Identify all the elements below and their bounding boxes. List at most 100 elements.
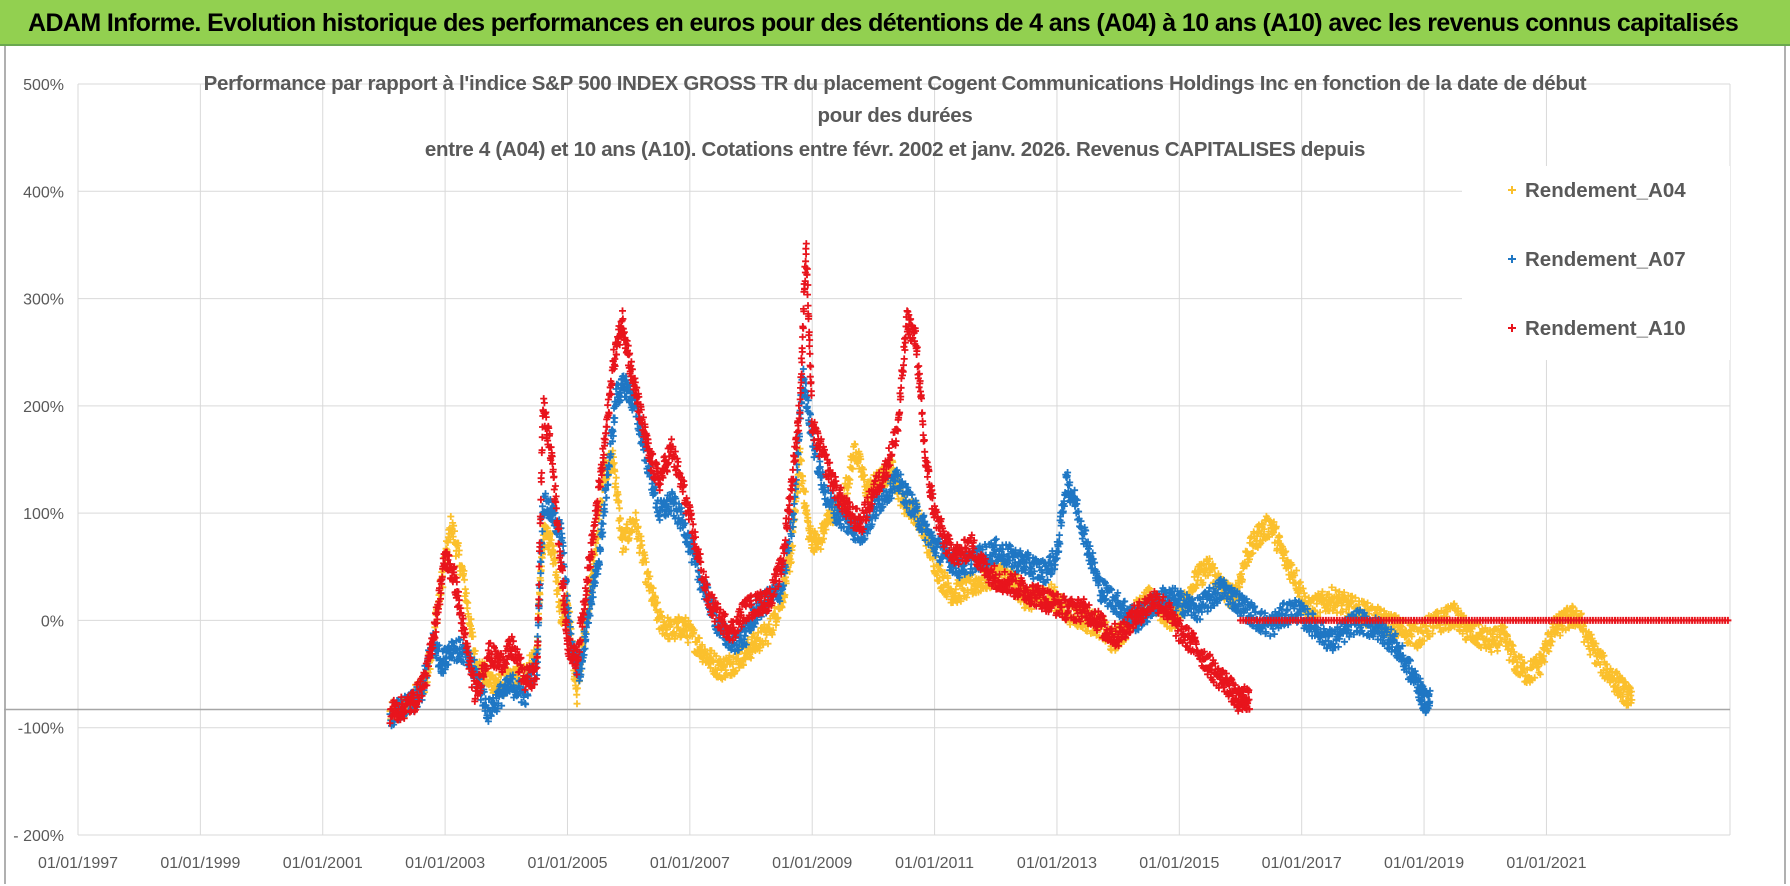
data-point (1293, 567, 1300, 574)
data-point (642, 558, 650, 566)
data-point (797, 457, 805, 465)
data-point (641, 554, 649, 562)
data-point (554, 578, 562, 586)
data-point (471, 647, 479, 655)
data-point (1408, 632, 1416, 640)
data-point (1146, 585, 1154, 593)
data-point (690, 626, 698, 634)
data-point (1496, 634, 1504, 642)
data-point (1291, 571, 1299, 579)
data-point (462, 589, 470, 597)
data-point (1249, 549, 1257, 557)
data-point (443, 537, 450, 545)
data-point (1518, 653, 1525, 661)
data-point (447, 513, 455, 520)
data-point (764, 640, 772, 648)
data-point (1377, 606, 1385, 614)
data-point (632, 509, 640, 517)
data-point (622, 545, 630, 553)
data-point (435, 641, 443, 649)
x-tick-label: 01/01/2005 (527, 855, 607, 872)
data-point (573, 691, 581, 699)
data-point (1199, 579, 1207, 587)
x-tick-label: 01/01/2017 (1262, 855, 1342, 872)
data-point (547, 536, 555, 544)
data-point (1288, 561, 1296, 569)
data-point (1619, 693, 1627, 700)
data-point (725, 652, 733, 660)
data-point (749, 630, 757, 638)
data-point (646, 572, 654, 580)
x-tick-label: 01/01/2015 (1139, 855, 1219, 872)
data-point (615, 504, 623, 512)
data-point (746, 653, 754, 661)
x-tick-label: 01/01/2021 (1506, 855, 1586, 872)
data-point (740, 661, 747, 669)
x-tick-label: 01/01/2019 (1384, 855, 1464, 872)
data-point (670, 628, 678, 636)
x-tick-label: 01/01/2007 (650, 855, 730, 872)
data-point (1351, 594, 1359, 602)
data-point (550, 542, 558, 550)
data-point (628, 526, 636, 534)
data-point (1510, 648, 1518, 656)
data-point (573, 700, 581, 708)
data-point (1607, 665, 1614, 673)
data-point (695, 634, 703, 642)
data-point (851, 441, 859, 448)
x-tick-label: 01/01/1997 (38, 855, 118, 872)
data-point (774, 614, 782, 622)
data-point (778, 603, 786, 611)
data-point (1429, 630, 1436, 638)
data-point (441, 665, 449, 673)
data-point (444, 661, 452, 668)
x-tick-label: 01/01/2013 (1017, 855, 1097, 872)
data-point (799, 477, 807, 485)
data-point (1253, 532, 1261, 540)
data-point (712, 652, 720, 660)
data-point (649, 584, 657, 592)
data-point (674, 623, 682, 631)
data-point (609, 460, 617, 468)
data-point (1565, 624, 1573, 632)
data-point (860, 466, 867, 473)
data-point (653, 599, 661, 606)
x-tick-label: 01/01/2003 (405, 855, 485, 872)
data-point (1420, 637, 1428, 645)
data-point (684, 617, 692, 625)
data-point (759, 641, 767, 649)
data-point (1627, 688, 1635, 696)
data-point (1272, 523, 1280, 531)
data-point (439, 669, 447, 677)
data-point (935, 577, 943, 584)
x-tick-label: 01/01/2009 (772, 855, 852, 872)
data-point (1282, 547, 1290, 555)
data-point (449, 533, 457, 541)
data-point (1569, 603, 1577, 611)
data-point (1243, 562, 1251, 570)
data-point (656, 516, 664, 524)
data-point (1211, 564, 1219, 572)
data-point (464, 599, 472, 607)
data-point (1454, 605, 1462, 612)
data-point (1628, 696, 1636, 704)
data-point (849, 465, 857, 473)
data-point (1556, 632, 1564, 639)
data-point (789, 542, 797, 550)
data-point (756, 647, 763, 655)
data-point (461, 585, 469, 593)
data-point (454, 649, 462, 657)
data-point (1545, 647, 1553, 655)
data-point (898, 494, 906, 502)
data-point (612, 474, 620, 482)
data-point (722, 666, 730, 674)
data-point (937, 567, 945, 575)
data-point (1577, 610, 1585, 617)
data-point (1339, 608, 1347, 615)
data-point (1573, 607, 1581, 615)
y-tick-label: 200% (23, 399, 64, 416)
y-tick-label: 100% (23, 506, 64, 523)
data-point (957, 597, 965, 605)
data-point (806, 522, 814, 530)
data-point (818, 538, 826, 546)
